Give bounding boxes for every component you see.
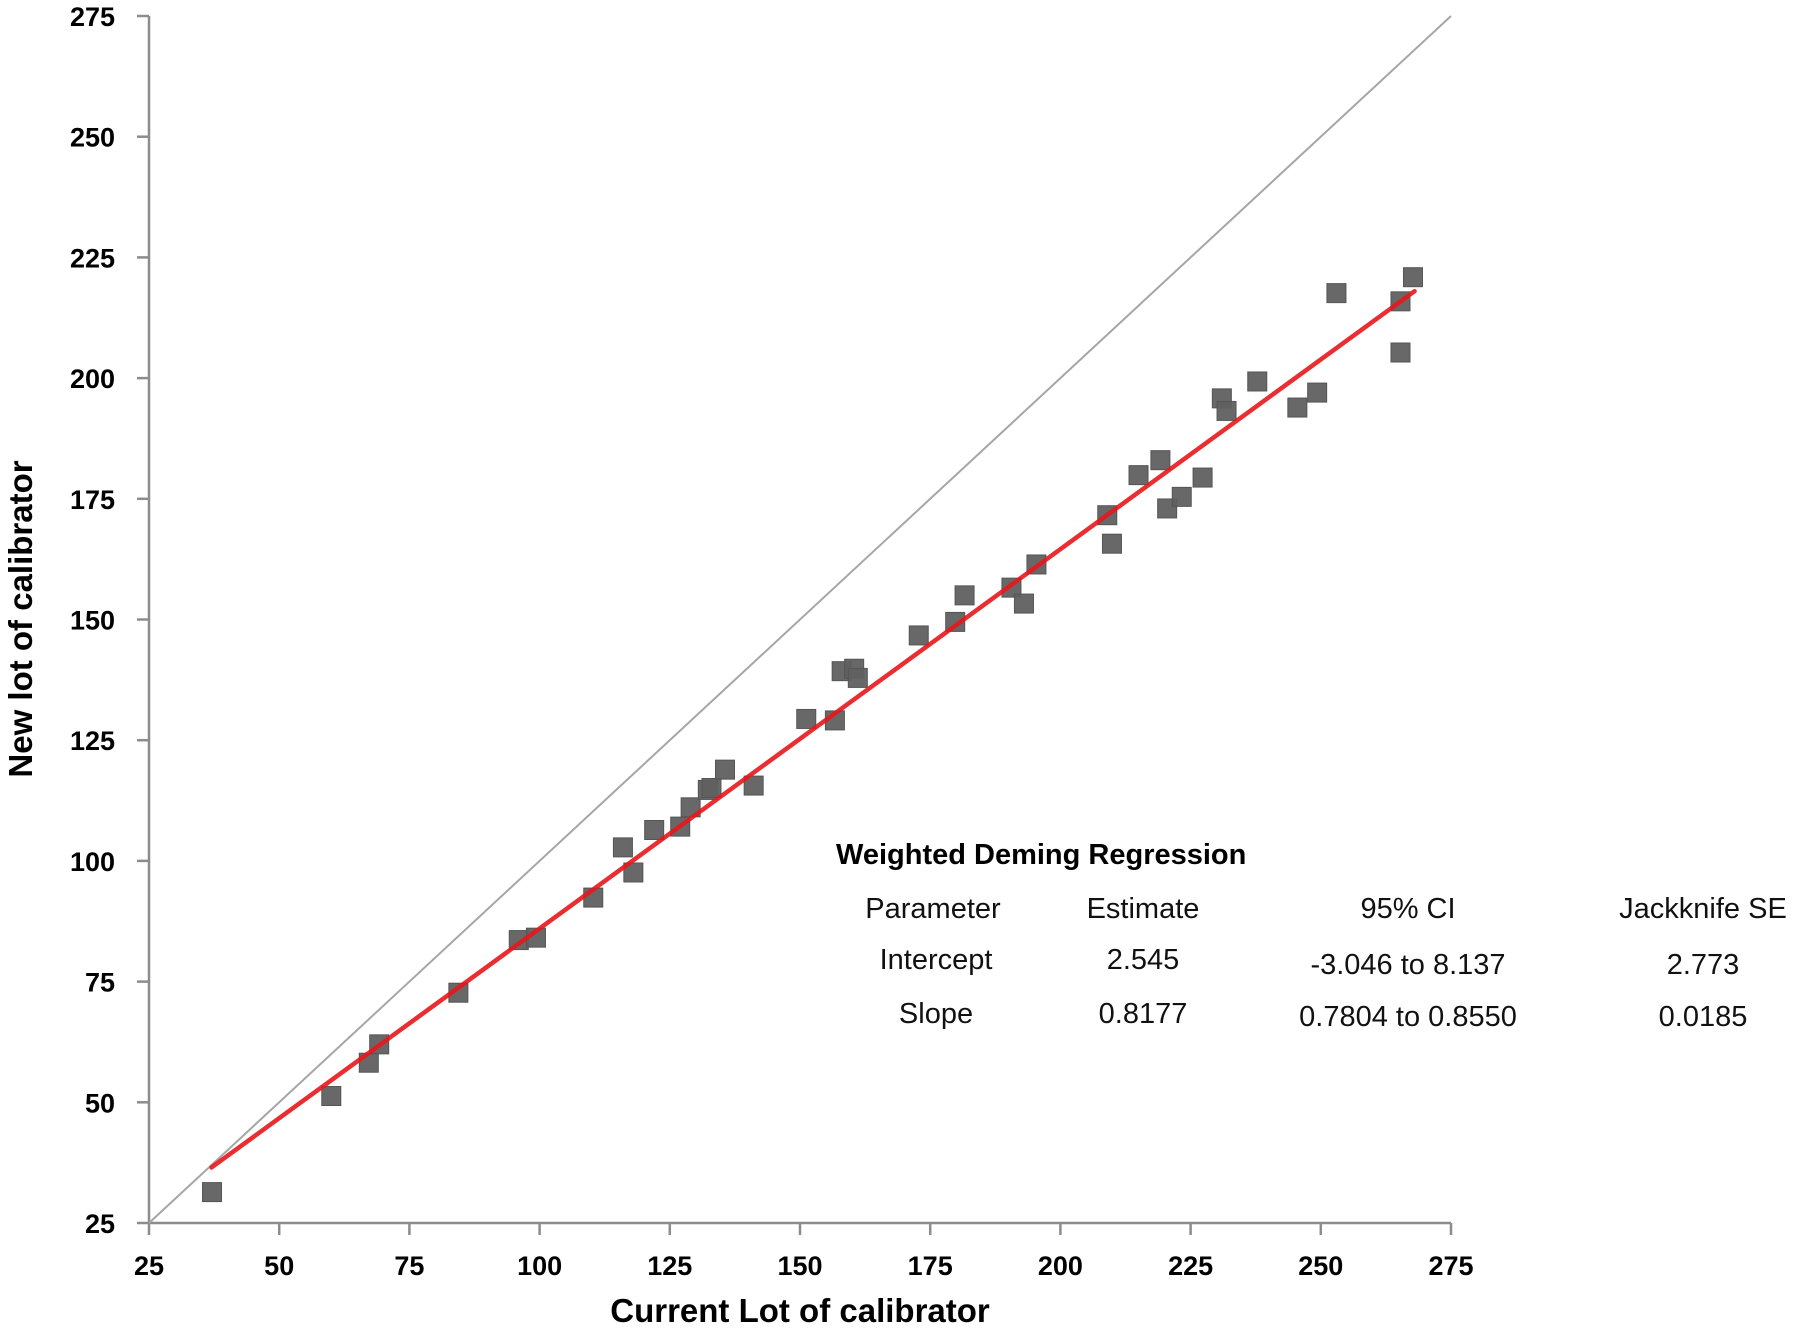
data-point — [1390, 342, 1411, 363]
y-tick-label: 250 — [70, 123, 115, 153]
data-point — [644, 820, 665, 841]
data-point — [1216, 400, 1237, 421]
y-tick-label: 75 — [85, 968, 115, 998]
data-point — [954, 585, 975, 606]
x-axis-label: Current Lot of calibrator — [610, 1292, 990, 1329]
regression-line — [209, 288, 1417, 1170]
table-title: Weighted Deming Regression — [836, 839, 1246, 871]
x-tick-label: 50 — [264, 1251, 294, 1281]
x-tick-label: 25 — [134, 1251, 164, 1281]
header-parameter: Parameter — [865, 893, 1001, 925]
data-point — [701, 777, 722, 798]
data-point — [1247, 371, 1268, 392]
row-slope-estimate: 0.8177 — [1099, 998, 1188, 1030]
y-tick-label: 200 — [70, 364, 115, 394]
x-tick-label: 225 — [1168, 1251, 1213, 1281]
identity-line — [148, 15, 1452, 1224]
data-point — [1287, 397, 1308, 418]
y-axis-label: New lot of calibrator — [2, 460, 39, 777]
data-point — [1171, 486, 1192, 507]
regression-table: Weighted Deming Regression Parameter Est… — [836, 839, 1787, 1033]
data-point — [612, 837, 633, 858]
x-tick-label: 250 — [1298, 1251, 1343, 1281]
row-slope-label: Slope — [899, 998, 973, 1030]
x-tick-label: 75 — [394, 1251, 424, 1281]
x-tick-label: 100 — [517, 1251, 562, 1281]
row-intercept-estimate: 2.545 — [1107, 944, 1180, 976]
row-slope-ci: 0.7804 to 0.8550 — [1299, 1001, 1517, 1033]
y-tick-label: 150 — [70, 606, 115, 636]
x-tick-label: 150 — [777, 1251, 822, 1281]
y-tick-label: 50 — [85, 1088, 115, 1118]
header-estimate: Estimate — [1087, 893, 1200, 925]
y-tick-label: 175 — [70, 485, 115, 515]
data-point — [1150, 450, 1171, 471]
data-point — [321, 1086, 342, 1107]
x-tick-label: 275 — [1428, 1251, 1473, 1281]
y-tick-label: 100 — [70, 847, 115, 877]
header-jackknife-se: Jackknife SE — [1619, 893, 1787, 925]
row-intercept-label: Intercept — [880, 944, 993, 976]
x-tick-label: 175 — [908, 1251, 953, 1281]
data-point — [847, 667, 868, 688]
data-point — [796, 708, 817, 729]
data-point — [743, 775, 764, 796]
data-point — [1128, 465, 1149, 486]
data-point — [1101, 533, 1122, 554]
y-tick-label: 275 — [70, 2, 115, 32]
data-point — [908, 625, 929, 646]
header-ci: 95% CI — [1360, 893, 1455, 925]
data-point — [1192, 467, 1213, 488]
row-slope-se: 0.0185 — [1659, 1001, 1748, 1033]
y-tick-label: 25 — [85, 1209, 115, 1239]
x-tick-label: 125 — [647, 1251, 692, 1281]
data-point — [1326, 283, 1347, 304]
y-tick-label: 125 — [70, 726, 115, 756]
x-tick-label: 200 — [1038, 1251, 1083, 1281]
data-point — [1402, 267, 1423, 288]
row-intercept-se: 2.773 — [1667, 949, 1740, 981]
data-point — [1307, 382, 1328, 403]
data-point — [1013, 593, 1034, 614]
row-intercept-ci: -3.046 to 8.137 — [1310, 949, 1505, 981]
y-tick-label: 225 — [70, 243, 115, 273]
data-point — [715, 759, 736, 780]
data-point — [202, 1182, 223, 1203]
